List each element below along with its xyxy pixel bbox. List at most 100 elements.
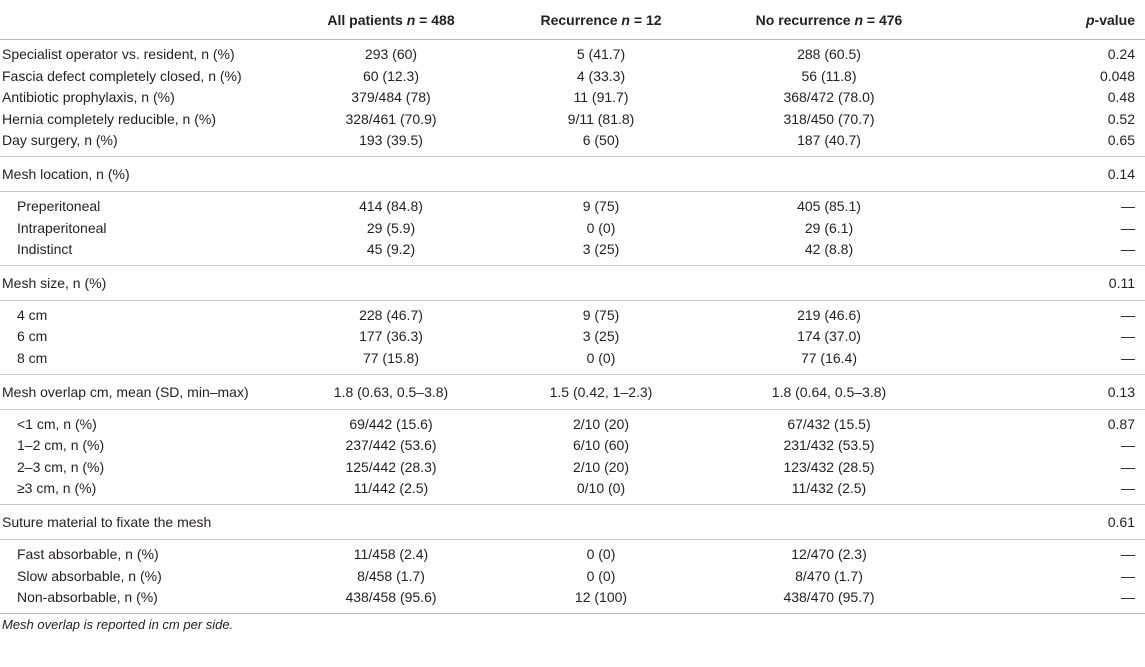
table-row: Slow absorbable, n (%) 8/458 (1.7) 0 (0)…	[0, 566, 1145, 588]
cell-no-recurrence: 187 (40.7)	[711, 130, 947, 157]
table-row: Fascia defect completely closed, n (%) 6…	[0, 66, 1145, 88]
cell-recurrence: 0 (0)	[491, 347, 711, 375]
header-no-recurrence: No recurrence n = 476	[711, 0, 947, 40]
table-row: Preperitoneal 414 (84.8) 9 (75) 405 (85.…	[0, 191, 1145, 217]
cell-recurrence: 12 (100)	[491, 587, 711, 614]
cell-no-recurrence: 231/432 (53.5)	[783, 437, 875, 454]
cell-all: 29 (5.9)	[366, 219, 416, 236]
row-label: Preperitoneal	[17, 197, 101, 214]
cell-all: 11/442 (2.5)	[291, 478, 491, 505]
table-row: 1–2 cm, n (%) 237/442 (53.6) 6/10 (60) 2…	[0, 435, 1145, 457]
row-label: 2–3 cm, n (%)	[17, 458, 105, 475]
cell-no-recurrence: 219 (46.6)	[797, 306, 861, 323]
cell-p-value: —	[1121, 197, 1135, 214]
cell-p-value: —	[947, 587, 1145, 614]
row-label: Hernia completely reducible, n (%)	[2, 110, 216, 127]
header-all-patients: All patients n = 488	[291, 0, 491, 40]
section-header-row: Mesh overlap cm, mean (SD, min–max) 1.8 …	[0, 374, 1145, 410]
row-label: 1–2 cm, n (%)	[17, 437, 105, 454]
header-label-column	[0, 0, 291, 40]
cell-recurrence: 0 (0)	[586, 219, 616, 236]
section-header-row: Mesh size, n (%) 0.11	[0, 265, 1145, 301]
cell-recurrence: 6/10 (60)	[572, 437, 630, 454]
cell-recurrence: 11 (91.7)	[573, 89, 629, 106]
row-label: Non-absorbable, n (%)	[0, 587, 291, 614]
table-row: 8 cm 77 (15.8) 0 (0) 77 (16.4) —	[0, 347, 1145, 375]
cell-all	[291, 265, 491, 301]
table-row: Fast absorbable, n (%) 11/458 (2.4) 0 (0…	[0, 539, 1145, 565]
section-label: Mesh size, n (%)	[0, 265, 291, 301]
table-row: 4 cm 228 (46.7) 9 (75) 219 (46.6) —	[0, 300, 1145, 326]
table-row: Non-absorbable, n (%) 438/458 (95.6) 12 …	[0, 587, 1145, 614]
row-label: Intraperitoneal	[17, 219, 107, 236]
cell-no-recurrence: 368/472 (78.0)	[783, 89, 875, 106]
cell-p-value: 0.61	[947, 504, 1145, 540]
cell-recurrence: 9 (75)	[582, 306, 620, 323]
cell-recurrence: 2/10 (20)	[572, 458, 630, 475]
cell-no-recurrence	[711, 156, 947, 192]
cell-recurrence: 3 (25)	[491, 239, 711, 266]
cell-no-recurrence: 318/450 (70.7)	[783, 110, 875, 127]
row-label: Specialist operator vs. resident, n (%)	[2, 46, 235, 62]
cell-all: 177 (36.3)	[359, 328, 423, 345]
section-label: Mesh overlap cm, mean (SD, min–max)	[0, 374, 291, 410]
cell-recurrence: 9/11 (81.8)	[567, 110, 635, 127]
row-label: Antibiotic prophylaxis, n (%)	[2, 89, 175, 106]
cell-p-value: —	[1121, 328, 1135, 345]
cell-no-recurrence: 288 (60.5)	[797, 46, 861, 62]
cell-all	[291, 504, 491, 540]
results-table: All patients n = 488 Recurrence n = 12 N…	[0, 0, 1145, 614]
table-row: Antibiotic prophylaxis, n (%) 379/484 (7…	[0, 87, 1145, 109]
table-row: Day surgery, n (%) 193 (39.5) 6 (50) 187…	[0, 130, 1145, 157]
row-label: Day surgery, n (%)	[0, 130, 291, 157]
cell-recurrence: 2/10 (20)	[572, 415, 630, 432]
cell-all: 293 (60)	[364, 46, 418, 62]
cell-all: 1.8 (0.63, 0.5–3.8)	[291, 374, 491, 410]
row-label: <1 cm, n (%)	[17, 415, 97, 432]
cell-no-recurrence: 405 (85.1)	[797, 197, 861, 214]
cell-p-value: —	[947, 478, 1145, 505]
cell-no-recurrence: 438/470 (95.7)	[711, 587, 947, 614]
cell-recurrence: 1.5 (0.42, 1–2.3)	[491, 374, 711, 410]
cell-no-recurrence	[711, 504, 947, 540]
section-label: Mesh location, n (%)	[0, 156, 291, 192]
cell-recurrence: 3 (25)	[582, 328, 620, 345]
table-footnote: Mesh overlap is reported in cm per side.	[2, 616, 234, 632]
cell-no-recurrence: 12/470 (2.3)	[791, 545, 867, 562]
row-label: Fast absorbable, n (%)	[17, 545, 159, 562]
cell-all: 60 (12.3)	[362, 67, 420, 84]
cell-p-value: 0.65	[947, 130, 1145, 157]
cell-recurrence: 0/10 (0)	[491, 478, 711, 505]
cell-all: 328/461 (70.9)	[345, 110, 437, 127]
cell-all: 379/484 (78)	[351, 89, 431, 106]
cell-p-value: 0.14	[947, 156, 1145, 192]
row-label: 4 cm	[17, 306, 48, 323]
section-header-row: Mesh location, n (%) 0.14	[0, 156, 1145, 192]
table-row: 2–3 cm, n (%) 125/442 (28.3) 2/10 (20) 1…	[0, 457, 1145, 479]
section-label: Suture material to fixate the mesh	[0, 504, 291, 540]
cell-recurrence: 0 (0)	[586, 567, 616, 584]
cell-p-value: 0.048	[1099, 67, 1135, 84]
cell-p-value: —	[1121, 219, 1135, 236]
row-label: ≥3 cm, n (%)	[0, 478, 291, 505]
table-row: Specialist operator vs. resident, n (%) …	[0, 40, 1145, 66]
table-row: <1 cm, n (%) 69/442 (15.6) 2/10 (20) 67/…	[0, 409, 1145, 435]
table-row: 6 cm 177 (36.3) 3 (25) 174 (37.0) —	[0, 326, 1145, 348]
cell-recurrence: 5 (41.7)	[576, 46, 626, 62]
cell-recurrence: 0 (0)	[586, 545, 616, 562]
section-header-row: Suture material to fixate the mesh 0.61	[0, 504, 1145, 540]
cell-recurrence: 9 (75)	[582, 197, 620, 214]
row-label: Slow absorbable, n (%)	[17, 567, 162, 584]
cell-p-value: 0.11	[947, 265, 1145, 301]
cell-no-recurrence: 174 (37.0)	[797, 328, 861, 345]
table-header-row: All patients n = 488 Recurrence n = 12 N…	[0, 0, 1145, 40]
cell-no-recurrence: 29 (6.1)	[804, 219, 854, 236]
cell-recurrence	[491, 156, 711, 192]
header-p-value: p-value	[947, 0, 1145, 40]
cell-no-recurrence: 8/470 (1.7)	[795, 567, 863, 584]
cell-p-value: —	[1121, 567, 1135, 584]
cell-all: 69/442 (15.6)	[349, 415, 433, 432]
cell-all: 237/442 (53.6)	[345, 437, 437, 454]
cell-no-recurrence: 11/432 (2.5)	[711, 478, 947, 505]
table-row: Hernia completely reducible, n (%) 328/4…	[0, 109, 1145, 131]
